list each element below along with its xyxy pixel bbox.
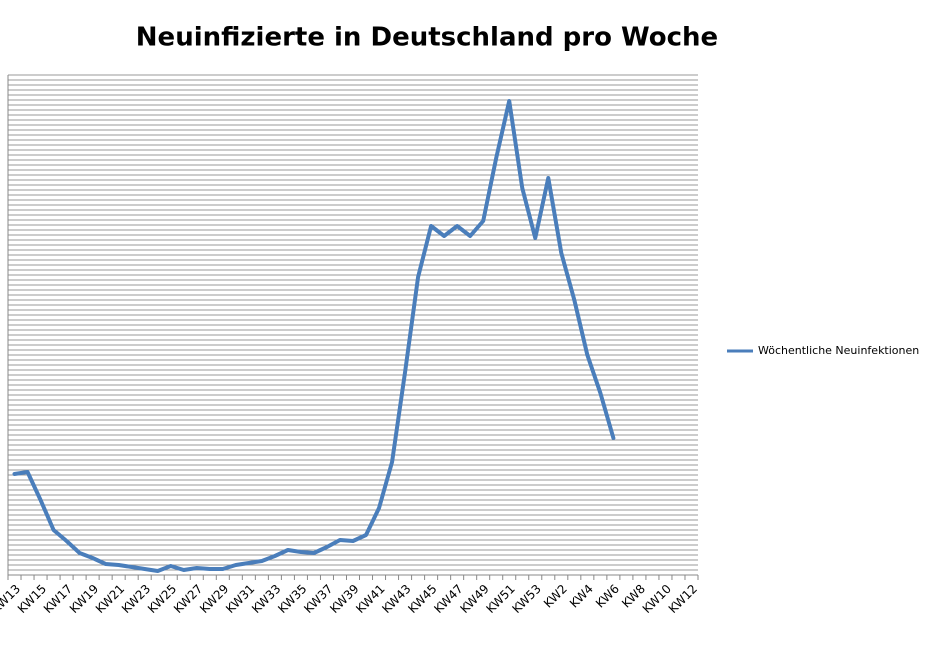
chart-title: Neuinfizierte in Deutschland pro Woche bbox=[136, 23, 718, 53]
x-tick-label: KW53 bbox=[510, 582, 544, 616]
legend-label: Wöchentliche Neuinfektionen bbox=[758, 344, 919, 357]
x-tick-label: KW45 bbox=[405, 582, 439, 616]
x-tick-label: KW47 bbox=[431, 582, 465, 616]
x-tick-label: KW31 bbox=[223, 582, 257, 616]
x-tick-label: KW15 bbox=[15, 582, 49, 616]
x-tick-label: KW49 bbox=[457, 582, 491, 616]
x-tick-label: KW29 bbox=[197, 582, 231, 616]
x-tick-label: KW35 bbox=[275, 582, 309, 616]
x-tick-label: KW27 bbox=[171, 582, 205, 616]
x-tick-label: KW17 bbox=[41, 582, 75, 616]
x-tick-label: KW41 bbox=[353, 582, 387, 616]
x-tick-label: KW33 bbox=[249, 582, 283, 616]
x-tick-label: KW12 bbox=[666, 582, 700, 616]
x-tick-label: KW39 bbox=[327, 582, 361, 616]
data-line bbox=[12, 99, 616, 573]
x-tick-label: KW23 bbox=[119, 582, 153, 616]
x-tick-label: KW21 bbox=[93, 582, 127, 616]
x-tick-label: KW4 bbox=[567, 582, 596, 611]
x-tick-label: KW19 bbox=[67, 582, 101, 616]
x-tick-label: KW2 bbox=[541, 582, 570, 611]
x-tick-label: KW25 bbox=[145, 582, 179, 616]
x-tick-label: KW51 bbox=[483, 582, 517, 616]
x-tick-label: KW37 bbox=[301, 582, 335, 616]
x-tick-label: KW10 bbox=[640, 582, 674, 616]
x-tick-label: KW43 bbox=[379, 582, 413, 616]
x-tick-label: KW6 bbox=[593, 582, 622, 611]
